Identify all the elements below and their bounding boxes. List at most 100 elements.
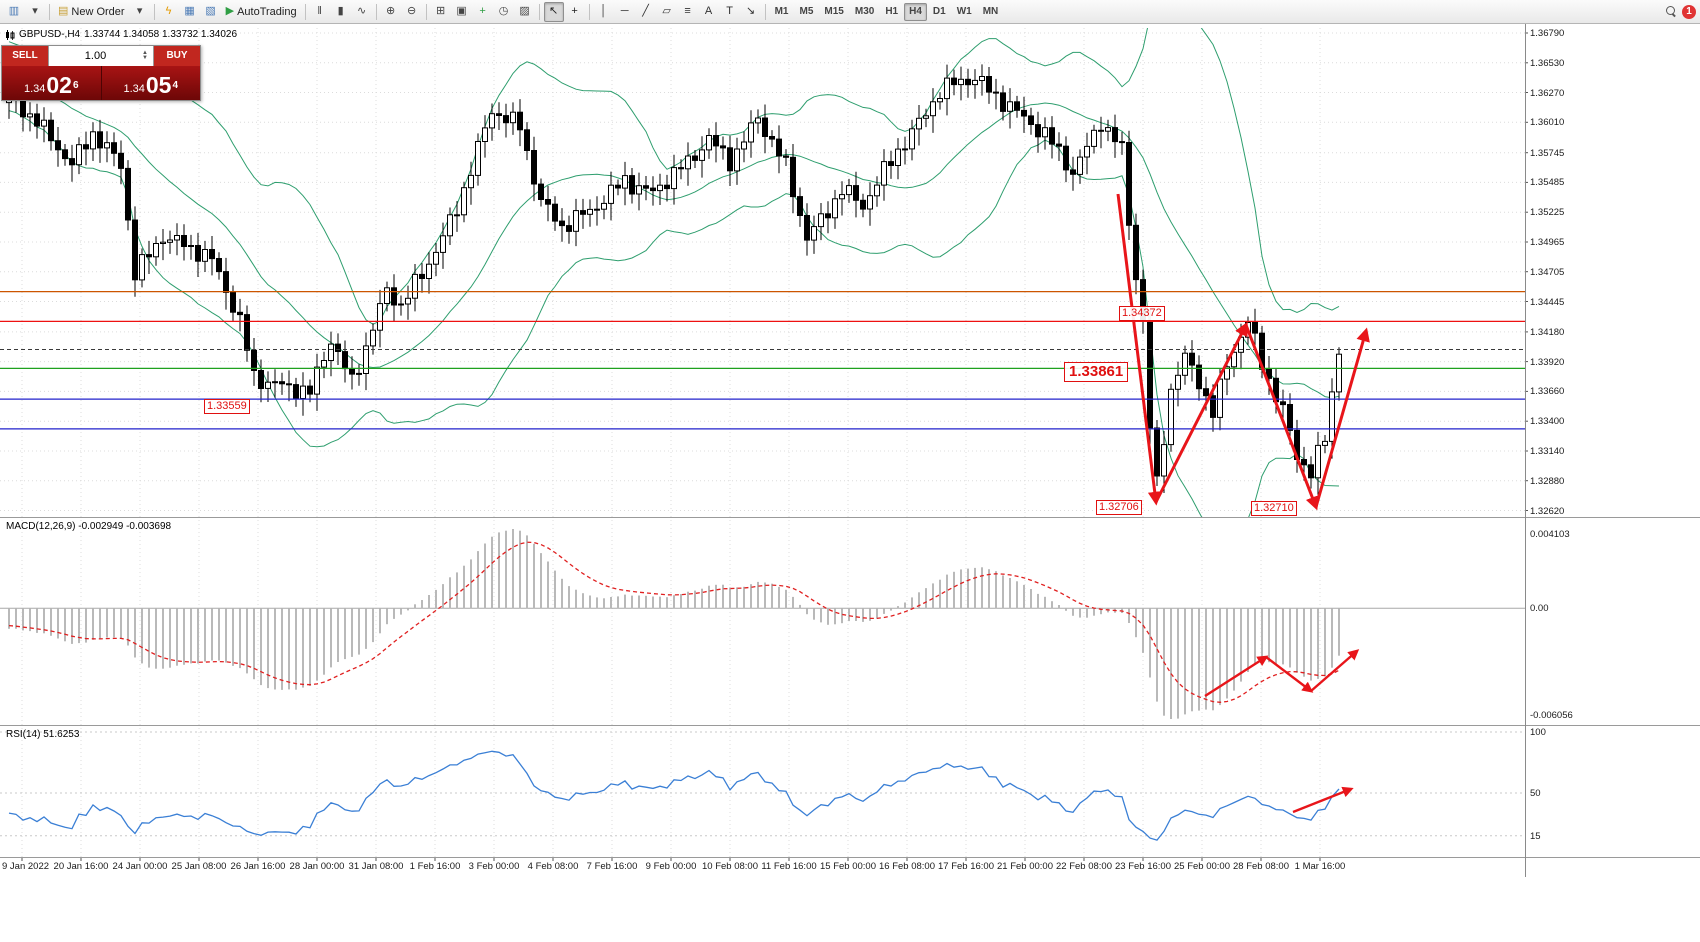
price-axis-label: 1.33140 — [1530, 445, 1565, 457]
chart-ohlc-values: 1.33744 1.34058 1.33732 1.34026 — [84, 29, 238, 40]
toolbar-separator — [49, 3, 50, 20]
price-label-annotation[interactable]: 1.34372 — [1119, 306, 1165, 321]
text-label-button[interactable]: T — [720, 2, 740, 22]
macd-rsi-splitter[interactable] — [0, 725, 1700, 726]
candlestick-mode-icon: ▮ — [337, 5, 344, 17]
timeframe-mn-button[interactable]: MN — [978, 3, 1004, 21]
timeframe-h4-button[interactable]: H4 — [904, 2, 927, 21]
candlestick-icon — [6, 29, 15, 40]
time-axis-label: 25 Jan 08:00 — [171, 861, 227, 872]
templates-button[interactable]: ▨ — [515, 2, 535, 22]
volume-stepper[interactable]: ▲ ▼ — [142, 50, 151, 61]
fibonacci-icon: ≡ — [684, 5, 691, 17]
macd-axis-min: -0.006056 — [1530, 710, 1573, 721]
bar-chart-mode-button[interactable]: ‖ — [310, 2, 330, 22]
volume-down-icon[interactable]: ▼ — [142, 55, 148, 61]
volume-up-icon[interactable]: ▲ — [142, 50, 148, 56]
lightning-button[interactable]: ϟ — [159, 2, 179, 22]
new-order-button[interactable]: ▤ New Order — [54, 2, 129, 22]
zoom-in-icon: ⊕ — [385, 5, 396, 17]
timeframe-m15-button[interactable]: M15 — [819, 3, 848, 21]
price-axis-label: 1.34705 — [1530, 266, 1565, 278]
market-watch-button[interactable]: ▦ — [180, 2, 200, 22]
timeframe-d1-button[interactable]: D1 — [928, 3, 951, 21]
price-axis-label: 1.32880 — [1530, 475, 1565, 487]
timeframe-m5-button[interactable]: M5 — [795, 3, 819, 21]
volume-input[interactable]: 1.00 ▲ ▼ — [48, 46, 154, 66]
navigator-icon: ▧ — [205, 5, 216, 17]
rsi-indicator-label: RSI(14) 51.6253 — [6, 729, 80, 740]
new-order-caret-button[interactable]: ▾ — [130, 2, 150, 22]
text-button[interactable]: A — [699, 2, 719, 22]
equidistant-channel-icon: ▱ — [662, 5, 671, 17]
autotrading-icon: ▶ — [225, 5, 235, 17]
timeframe-m30-button[interactable]: M30 — [850, 3, 879, 21]
time-axis-label: 20 Jan 16:00 — [53, 861, 109, 872]
cursor-button[interactable]: ↖ — [543, 1, 564, 22]
time-axis-label: 9 Jan 2022 — [2, 861, 50, 872]
price-axis-label: 1.34445 — [1530, 296, 1565, 308]
navigator-button[interactable]: ▧ — [201, 2, 221, 22]
tile-windows-button[interactable]: ⊞ — [431, 2, 451, 22]
time-axis-label: 15 Feb 00:00 — [820, 861, 876, 872]
new-chart-button[interactable]: ▥ — [4, 2, 24, 22]
chart-symbol-period: GBPUSD-,H4 — [19, 29, 81, 40]
price-axis[interactable]: 1.36790 1.36530 1.36270 1.36010 1.35745 1.354… — [1526, 24, 1700, 877]
zoom-in-button[interactable]: ⊕ — [381, 2, 401, 22]
chart-macd-splitter[interactable] — [0, 517, 1700, 518]
toolbar-separator — [425, 3, 427, 20]
periods-button[interactable]: ◷ — [494, 2, 514, 22]
price-label-annotation[interactable]: 1.32710 — [1251, 501, 1297, 516]
notification-badge[interactable]: 1 — [1682, 4, 1696, 19]
timeframe-h1-button[interactable]: H1 — [880, 3, 903, 21]
search-button[interactable] — [1661, 2, 1681, 22]
arrows-tool-button[interactable]: ↘ — [741, 2, 761, 22]
sell-price-prefix: 1.34 — [23, 83, 46, 95]
price-label-annotation[interactable]: 1.33861 — [1064, 362, 1129, 382]
time-axis[interactable]: 9 Jan 2022 20 Jan 16:00 24 Jan 00:00 25 Jan… — [0, 857, 1525, 877]
text-icon: A — [704, 5, 713, 17]
rsi-axis-label: 15 — [1530, 830, 1541, 842]
price-label-annotation[interactable]: 1.33559 — [204, 399, 250, 414]
indicators-button[interactable]: + — [473, 2, 493, 22]
fibonacci-button[interactable]: ≡ — [678, 2, 698, 22]
price-axis-label: 1.35225 — [1530, 207, 1565, 219]
time-axis-label: 7 Feb 16:00 — [586, 861, 638, 872]
horizontal-line-button[interactable]: ─ — [615, 2, 635, 22]
trade-panel-prices: 1.34 02 6 1.34 05 4 — [2, 66, 200, 100]
time-axis-label: 1 Mar 16:00 — [1294, 861, 1346, 872]
autotrading-button[interactable]: ▶ AutoTrading — [222, 2, 301, 22]
trendline-button[interactable]: ╱ — [636, 2, 656, 22]
buy-price[interactable]: 1.34 05 4 — [102, 66, 201, 100]
lightning-icon: ϟ — [165, 5, 172, 17]
sell-price[interactable]: 1.34 02 6 — [2, 66, 101, 100]
toolbar-separator — [153, 3, 155, 20]
buy-button[interactable]: BUY — [154, 46, 200, 66]
crosshair-button[interactable]: + — [565, 2, 585, 22]
zoom-out-button[interactable]: ⊖ — [402, 2, 422, 22]
equidistant-channel-button[interactable]: ▱ — [657, 2, 677, 22]
rsi-axis-label: 50 — [1530, 788, 1541, 799]
chart-dropdown-button[interactable]: ▾ — [25, 2, 45, 22]
timeframe-w1-button[interactable]: W1 — [952, 3, 977, 21]
price-axis-label: 1.34965 — [1530, 236, 1565, 248]
line-chart-mode-button[interactable]: ∿ — [352, 2, 372, 22]
price-axis-label: 1.33400 — [1530, 416, 1565, 428]
vertical-line-button[interactable]: │ — [594, 2, 614, 22]
price-label-annotation[interactable]: 1.32706 — [1096, 500, 1142, 515]
timeframe-m1-button[interactable]: M1 — [770, 3, 794, 21]
time-axis-label: 1 Feb 16:00 — [409, 861, 461, 872]
auto-arrange-button[interactable]: ▣ — [452, 2, 472, 22]
buy-price-pip: 4 — [172, 80, 179, 91]
candlestick-mode-button[interactable]: ▮ — [331, 2, 351, 22]
new-chart-icon: ▥ — [8, 5, 20, 17]
sell-button[interactable]: SELL — [2, 46, 48, 66]
vertical-line-icon: │ — [600, 5, 608, 17]
line-chart-mode-icon: ∿ — [356, 5, 367, 17]
indicators-icon: + — [479, 5, 486, 17]
market-watch-icon: ▦ — [184, 5, 195, 17]
price-axis-border — [1525, 24, 1526, 877]
